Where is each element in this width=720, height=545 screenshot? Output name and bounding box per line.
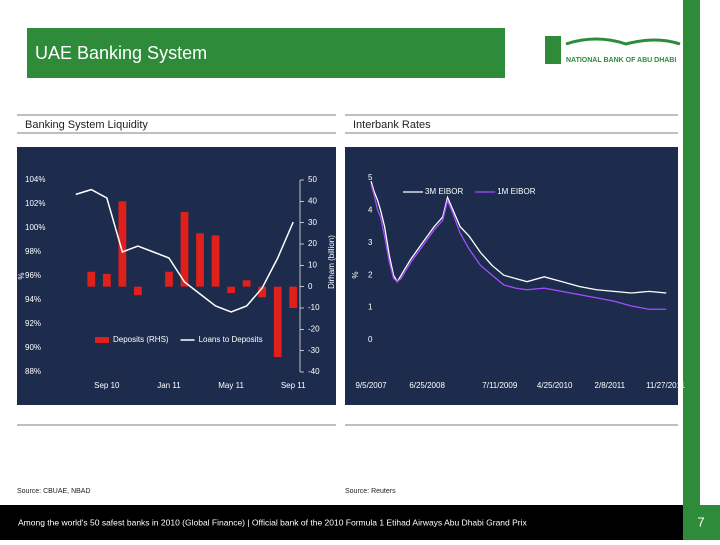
- y-axis-label: %: [17, 272, 26, 279]
- slide-title: UAE Banking System: [35, 43, 207, 63]
- x-tick-label: Sep 10: [94, 381, 120, 390]
- line: [370, 181, 667, 294]
- line: [75, 188, 294, 313]
- y-tick-label: 104%: [25, 175, 45, 184]
- y2-tick-label: 30: [308, 218, 317, 227]
- plot-background: [345, 147, 678, 405]
- bar: [227, 286, 235, 294]
- side-stripe: [683, 0, 700, 540]
- plot-background: [17, 147, 336, 405]
- y-tick-label: 96%: [25, 271, 41, 280]
- bar: [87, 271, 96, 287]
- y-tick-label: 90%: [25, 343, 41, 352]
- y-tick-label: 2: [368, 270, 373, 279]
- bar: [196, 233, 204, 287]
- y-tick-label: 94%: [25, 295, 41, 304]
- page-box: [683, 505, 720, 540]
- footer-bar: [0, 505, 683, 540]
- legend-label: Loans to Deposits: [199, 335, 263, 344]
- bar: [180, 212, 189, 287]
- x-tick-label: Sep 11: [281, 381, 306, 390]
- legend-label: Deposits (RHS): [113, 335, 169, 344]
- bar: [102, 273, 111, 287]
- logo-mark: [545, 36, 561, 64]
- x-tick-label: 9/5/2007: [355, 381, 387, 390]
- bar: [242, 280, 251, 287]
- bar: [134, 286, 142, 296]
- y-tick-label: 100%: [25, 223, 45, 232]
- y-tick-label: 3: [368, 238, 373, 247]
- panel-title: Banking System Liquidity: [25, 119, 148, 131]
- y-tick-label: 88%: [25, 367, 41, 376]
- bar: [118, 201, 127, 287]
- legend-label: 1M EIBOR: [497, 187, 535, 196]
- legend-swatch: [95, 337, 109, 343]
- logo-script: [565, 37, 681, 46]
- footer-text: Among the world's 50 safest banks in 201…: [18, 517, 528, 527]
- x-tick-label: 7/11/2009: [482, 381, 518, 390]
- panel-title: Interbank Rates: [353, 119, 431, 131]
- source: Source: Reuters: [345, 488, 396, 495]
- y2-tick-label: 20: [308, 239, 317, 248]
- y2-axis-label: Dirham (billion): [327, 235, 336, 289]
- page-number: 7: [697, 514, 704, 529]
- logo-text: NATIONAL BANK OF ABU DHABI: [566, 57, 676, 64]
- bar: [289, 286, 298, 308]
- y-tick-label: 4: [368, 206, 373, 215]
- y2-tick-label: 0: [308, 282, 313, 291]
- source: Source: CBUAE, NBAD: [17, 488, 91, 495]
- x-tick-label: 6/25/2008: [409, 381, 445, 390]
- x-tick-label: 11/27/2011: [646, 381, 685, 390]
- y-tick-label: 98%: [25, 247, 41, 256]
- x-tick-label: Jan 11: [157, 381, 181, 390]
- y2-tick-label: 50: [308, 175, 317, 184]
- bar: [211, 235, 220, 287]
- y-tick-label: 5: [368, 173, 373, 182]
- y2-tick-label: -30: [308, 346, 320, 355]
- bar: [258, 286, 267, 298]
- x-tick-label: 4/25/2010: [537, 381, 573, 390]
- title-bar: [27, 28, 505, 78]
- x-tick-label: May 11: [218, 381, 244, 390]
- y2-tick-label: -40: [308, 367, 320, 376]
- line: [370, 184, 667, 310]
- y2-tick-label: 10: [308, 260, 317, 269]
- x-tick-label: 2/8/2011: [595, 381, 626, 390]
- bar: [273, 286, 282, 358]
- y-tick-label: 102%: [25, 199, 45, 208]
- y-tick-label: 0: [368, 335, 373, 344]
- y-tick-label: 1: [368, 303, 373, 312]
- legend-label: 3M EIBOR: [425, 187, 463, 196]
- y-axis-label: %: [351, 271, 360, 278]
- y2-tick-label: -10: [308, 303, 320, 312]
- y2-tick-label: -20: [308, 324, 320, 333]
- bar: [165, 271, 173, 287]
- y-tick-label: 92%: [25, 319, 41, 328]
- y2-tick-label: 40: [308, 196, 317, 205]
